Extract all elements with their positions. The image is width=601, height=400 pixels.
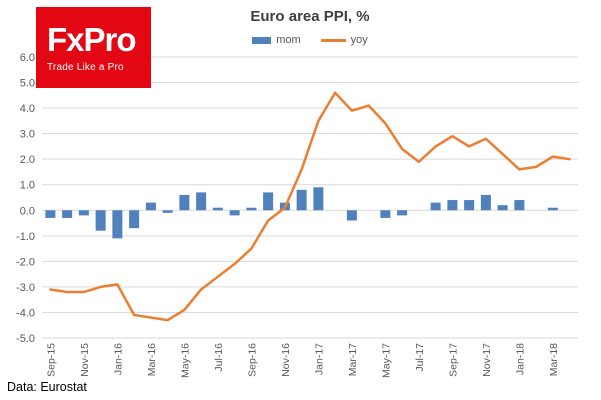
svg-text:Sep-15: Sep-15 [45,343,57,377]
chart-legend: mom yoy [42,34,578,46]
mom-bar [263,192,274,211]
svg-text:Jul-16: Jul-16 [213,343,225,372]
svg-text:Jan-16: Jan-16 [112,343,124,375]
svg-text:Mar-17: Mar-17 [347,343,359,376]
svg-text:5.0: 5.0 [20,78,35,90]
svg-text:May-16: May-16 [179,343,191,378]
mom-bar [313,187,324,211]
svg-text:2.0: 2.0 [20,154,35,166]
svg-text:Sep-17: Sep-17 [447,343,459,377]
svg-text:3.0: 3.0 [20,129,35,141]
svg-text:Mar-16: Mar-16 [146,343,158,376]
mom-bar [229,210,240,216]
svg-text:Jul-17: Jul-17 [414,343,426,372]
svg-text:Jan-17: Jan-17 [313,343,325,375]
mom-bar [212,207,223,211]
svg-text:Nov-15: Nov-15 [79,343,91,377]
svg-text:1.0: 1.0 [20,180,35,192]
svg-text:-5.0: -5.0 [16,333,35,345]
mom-bar [145,202,156,211]
mom-swatch-icon [252,36,272,44]
svg-text:-3.0: -3.0 [16,282,35,294]
x-axis-labels: Sep-15 Nov-15 Jan-16 Mar-16 May-16 Jul-16 Sep-… [45,343,560,378]
svg-text:6.0: 6.0 [20,52,35,64]
chart-title: Euro area PPI, % [250,8,370,25]
legend-label-yoy: yoy [350,34,368,46]
mom-bar [480,194,491,211]
svg-text:4.0: 4.0 [20,103,35,115]
mom-bar [95,210,106,231]
legend-item-mom: mom [252,34,301,46]
mom-bar [547,207,558,211]
legend-item-yoy: yoy [320,34,368,46]
mom-bar [464,200,475,211]
mom-bar [62,210,73,218]
yoy-line [49,91,571,322]
mom-bar [430,202,441,211]
mom-bar [179,194,190,211]
mom-bar [45,210,56,218]
mom-bar [129,210,140,229]
yoy-swatch-icon [320,38,346,42]
mom-bar [162,210,173,213]
mom-bar [78,210,89,216]
mom-bar [196,192,207,211]
fxpro-logo: FxPro Trade Like a Pro [36,7,151,88]
mom-bar [346,210,357,221]
mom-bar [112,210,123,239]
svg-text:Jan-18: Jan-18 [514,343,526,375]
mom-bar [447,200,458,211]
y-axis-labels: 6.0 5.0 4.0 3.0 2.0 1.0 0.0 -1.0 -2.0 -3.0 -4.0 -5.… [16,52,35,345]
mom-bar [497,205,508,211]
data-source-note: Data: Eurostat [7,380,87,394]
fxpro-logo-text: FxPro [47,20,137,58]
mom-bar [514,200,525,211]
fxpro-logo-tagline: Trade Like a Pro [47,61,124,73]
svg-text:-2.0: -2.0 [16,256,35,268]
mom-bar [397,210,408,216]
mom-bar [246,207,257,211]
svg-text:Nov-16: Nov-16 [280,343,292,377]
bars-mom [45,187,558,239]
mom-bar [380,210,391,218]
svg-text:-1.0: -1.0 [16,231,35,243]
svg-text:0.0: 0.0 [20,205,35,217]
svg-text:Nov-17: Nov-17 [481,343,493,377]
legend-label-mom: mom [276,34,301,46]
mom-bar [296,189,307,211]
svg-text:Mar-18: Mar-18 [548,343,560,376]
svg-text:-4.0: -4.0 [16,307,35,319]
svg-text:Sep-16: Sep-16 [246,343,258,377]
svg-text:May-17: May-17 [380,343,392,378]
